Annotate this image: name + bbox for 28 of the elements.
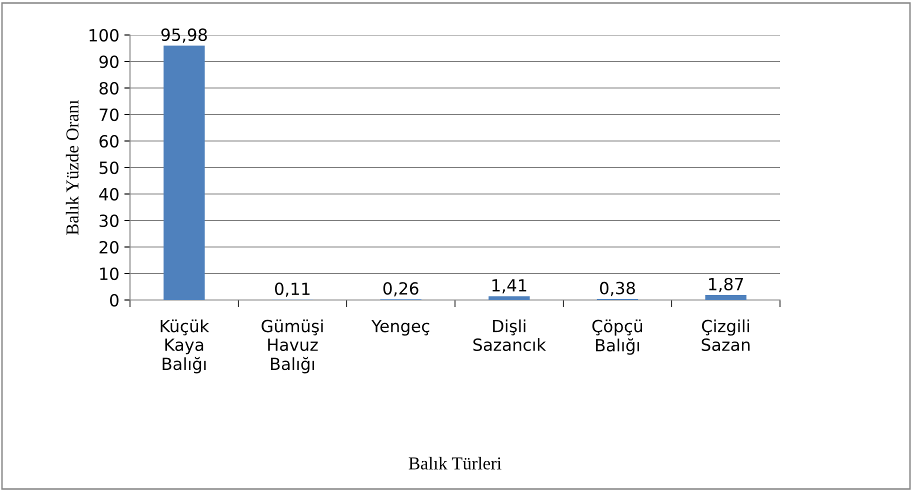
data-label: 0,11 — [275, 282, 310, 297]
data-label: 1,41 — [492, 279, 526, 294]
x-tick-label: Küçük Kaya Balığı — [160, 319, 210, 374]
y-tick-label: 40 — [99, 188, 118, 201]
bar — [488, 296, 530, 300]
y-tick-label: 60 — [100, 134, 118, 148]
y-axis-title: Balık Yüzde Oranı — [66, 100, 79, 235]
bar — [164, 46, 205, 300]
x-axis-title: Balık Türleri — [408, 456, 502, 470]
y-tick-label: 10 — [100, 267, 118, 280]
data-label: 0,26 — [383, 282, 418, 296]
data-label: 95,98 — [161, 28, 207, 43]
y-tick-label: 100 — [90, 28, 118, 42]
y-tick-label: 0 — [110, 294, 118, 307]
y-tick-label: 90 — [99, 55, 118, 68]
x-tick-label: Çizgili Sazan — [702, 319, 750, 352]
y-tick-label: 20 — [100, 240, 118, 254]
y-tick-label: 30 — [100, 214, 118, 228]
x-tick-label: Çöpçü Balığı — [592, 319, 642, 355]
bar — [705, 295, 746, 300]
y-tick-label: 70 — [100, 108, 118, 122]
data-label: 1,87 — [709, 278, 743, 292]
x-tick-label: Yengeç — [371, 320, 430, 336]
data-label: 0,38 — [600, 282, 635, 296]
x-tick-label: Gümüşi Havuz Balığı — [262, 319, 323, 374]
y-tick-label: 50 — [100, 161, 118, 174]
y-tick-label: 80 — [100, 82, 118, 95]
x-tick-label: Dişli Sazancık — [473, 319, 546, 352]
